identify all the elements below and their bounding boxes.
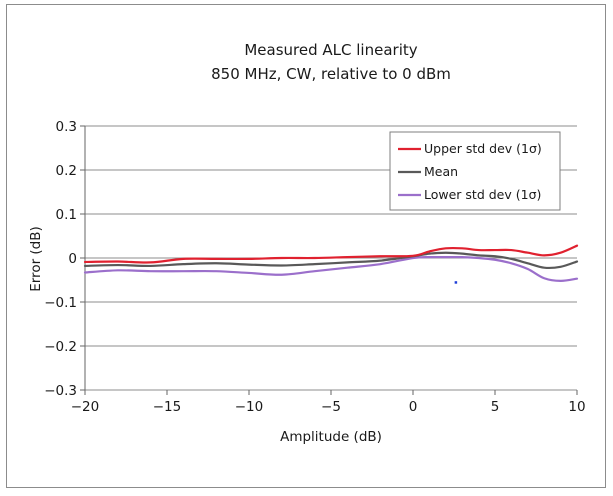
series-line-2 bbox=[83, 255, 579, 282]
legend-label: Mean bbox=[424, 164, 458, 179]
chart-frame: Measured ALC linearity 850 MHz, CW, rela… bbox=[6, 4, 606, 488]
y-axis-label: Error (dB) bbox=[28, 226, 44, 292]
x-axis-label: Amplitude (dB) bbox=[280, 429, 382, 445]
y-tick-label: 0.3 bbox=[56, 119, 77, 135]
line-chart: Measured ALC linearity 850 MHz, CW, rela… bbox=[28, 41, 586, 445]
chart-title: Measured ALC linearity bbox=[244, 41, 417, 59]
x-tick-label: −10 bbox=[235, 399, 264, 415]
x-tick-label: −15 bbox=[153, 399, 182, 415]
y-tick-label: 0 bbox=[68, 251, 77, 267]
y-tick-label: 0.2 bbox=[56, 163, 77, 179]
y-tick-label: 0.1 bbox=[56, 207, 77, 223]
annotation-dot bbox=[454, 281, 458, 284]
y-tick-labels: 0.3 0.2 0.1 0 −0.1 −0.2 −0.3 bbox=[44, 119, 77, 399]
x-tick-label: 5 bbox=[491, 399, 500, 415]
legend: Upper std dev (1σ) Mean Lower std dev (1σ) bbox=[389, 131, 561, 211]
x-tick-labels: −20 −15 −10 −5 0 5 10 bbox=[71, 399, 586, 415]
x-tick-label: 0 bbox=[409, 399, 418, 415]
x-tick-label: 10 bbox=[568, 399, 585, 415]
y-tick-label: −0.3 bbox=[44, 383, 77, 399]
series-line-0 bbox=[83, 244, 579, 264]
axes bbox=[80, 125, 578, 395]
y-tick-label: −0.1 bbox=[44, 295, 77, 311]
annotations bbox=[454, 281, 458, 284]
series-lines bbox=[83, 244, 579, 282]
x-tick-label: −20 bbox=[71, 399, 100, 415]
y-tick-label: −0.2 bbox=[44, 339, 77, 355]
legend-label: Upper std dev (1σ) bbox=[424, 141, 542, 156]
x-tick-label: −5 bbox=[321, 399, 341, 415]
legend-label: Lower std dev (1σ) bbox=[424, 187, 541, 202]
chart-subtitle: 850 MHz, CW, relative to 0 dBm bbox=[211, 65, 451, 83]
